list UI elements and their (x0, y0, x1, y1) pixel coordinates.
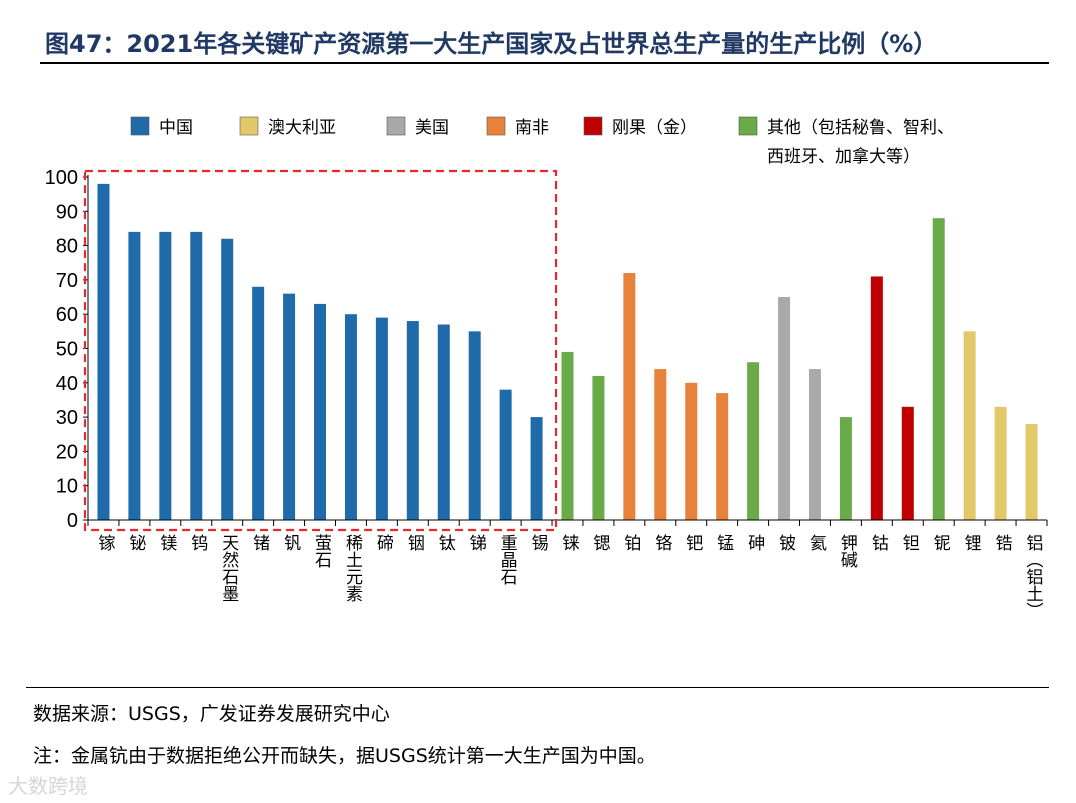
x-tick-label: 锑 (466, 534, 487, 551)
x-tick-label: 碲 (373, 534, 394, 551)
y-tick-label: 80 (56, 236, 78, 258)
x-tick-label: 钴 (868, 534, 889, 551)
bar (592, 375, 605, 520)
legend-swatch (486, 116, 506, 136)
bar (221, 238, 234, 521)
bar-series (97, 183, 1038, 521)
x-tick-label: 钾碱 (837, 534, 858, 569)
bar (654, 369, 667, 520)
bar (808, 369, 821, 520)
y-tick-label: 90 (56, 201, 78, 223)
x-tick-label: 锶 (589, 534, 610, 551)
x-tick-label: 镓 (94, 534, 115, 551)
watermark-text: 大数跨境 (8, 774, 88, 798)
y-tick-label: 10 (56, 476, 78, 498)
legend-label: 其他（包括秘鲁、智利、 (767, 118, 954, 138)
legend-label: 中国 (159, 118, 193, 138)
x-tick-label: 铟 (404, 534, 425, 551)
bar (499, 389, 512, 520)
legend-swatch (583, 116, 603, 136)
y-tick-label: 70 (56, 270, 78, 292)
x-tick-label: 钯 (682, 534, 703, 551)
x-tick-label: 镁 (156, 534, 177, 551)
bar (561, 351, 574, 520)
x-tick-label: 铋 (125, 534, 146, 551)
footer-rule (26, 687, 1049, 688)
bar (128, 231, 141, 520)
bar (839, 417, 852, 520)
x-tick-label: 重晶石 (497, 534, 518, 585)
bar (437, 324, 450, 520)
x-tick-label: 天然石墨 (218, 534, 239, 602)
x-tick-label: 稀土元素 (342, 534, 363, 602)
y-tick-label: 30 (56, 407, 78, 429)
figure-title: 图47：2021年各关键矿产资源第一大生产国家及占世界总生产量的生产比例（%） (45, 30, 938, 58)
x-tick-label: 钛 (435, 534, 456, 551)
bar (716, 393, 729, 520)
bar (406, 321, 419, 520)
bar (685, 382, 698, 520)
footnote: 注：金属钪由于数据拒绝公开而缺失，据USGS统计第一大生产国为中国。 (33, 745, 656, 767)
bar (375, 317, 388, 520)
x-tick-label: 铂 (620, 534, 641, 551)
y-tick-label: 20 (56, 441, 78, 463)
y-tick-label: 50 (56, 339, 78, 361)
title-rule (40, 62, 1049, 64)
x-tick-label: 铍 (775, 534, 796, 551)
legend-label: 美国 (415, 118, 449, 138)
legend-swatch (130, 116, 150, 136)
bar (344, 314, 357, 520)
bar (623, 273, 636, 520)
x-tick-label: 砷 (744, 534, 765, 551)
x-tick-label: 钽 (899, 534, 920, 551)
legend-label: 刚果（金） (612, 118, 697, 138)
bar (190, 231, 203, 520)
x-tick-label: 锰 (713, 534, 734, 551)
x-tick-label: 钒 (280, 534, 301, 551)
legend-label: 澳大利亚 (268, 118, 336, 138)
legend-swatch (738, 116, 758, 136)
x-tick-label: 铼 (559, 534, 580, 551)
legend-label-continued: 西班牙、加拿大等） (767, 146, 920, 167)
chart-legend: 中国 澳大利亚 美国 南非 刚果（金） 其他（包括秘鲁、智利、西班牙、加拿大等） (130, 116, 954, 167)
x-tick-label: 钨 (187, 534, 208, 552)
bar-chart: 中国 澳大利亚 美国 南非 刚果（金） 其他（包括秘鲁、智利、西班牙、加拿大等） 0 10 2… (45, 116, 1048, 619)
bar (97, 183, 110, 521)
bar (530, 417, 543, 520)
x-tick-label: 锆 (992, 534, 1013, 551)
china-highlight-box (83, 169, 558, 532)
y-tick-label: 60 (56, 304, 78, 326)
bar (963, 331, 976, 520)
bar (747, 362, 760, 520)
bar (314, 303, 327, 520)
bar (901, 406, 914, 520)
x-tick-label: 萤石 (311, 534, 332, 568)
bar (932, 218, 945, 520)
bar (778, 297, 791, 520)
bar (283, 293, 296, 520)
y-tick-label: 40 (56, 373, 78, 395)
x-tick-label: 铬 (651, 534, 672, 551)
x-tick-label: 氦 (806, 534, 827, 551)
bar (468, 331, 481, 520)
bar (1025, 423, 1038, 520)
x-tick-label: 锗 (249, 534, 270, 551)
x-tick-label: 锡 (528, 534, 549, 552)
legend-swatch (239, 116, 259, 136)
y-tick-label: 0 (67, 510, 78, 532)
bar (159, 231, 172, 520)
x-tick-label: 铌 (930, 534, 951, 551)
x-tick-label: 锂 (961, 534, 982, 551)
legend-swatch (386, 116, 406, 136)
x-tick-label: 铝（铝土） (1023, 534, 1044, 619)
source-note: 数据来源：USGS，广发证券发展研究中心 (33, 703, 390, 725)
bar (252, 286, 265, 520)
bar (994, 406, 1007, 520)
y-axis: 0 10 20 30 40 50 60 70 80 90 100 (45, 167, 89, 532)
x-axis: 镓铋镁钨天然石墨锗钒萤石 稀土元素碲铟钛锑重晶石锡铼锶铂铬钯锰砷铍氦钾碱钴钽铌锂锆… (87, 519, 1048, 619)
legend-label: 南非 (515, 118, 549, 138)
bar (870, 276, 883, 520)
y-tick-label: 100 (45, 167, 78, 189)
